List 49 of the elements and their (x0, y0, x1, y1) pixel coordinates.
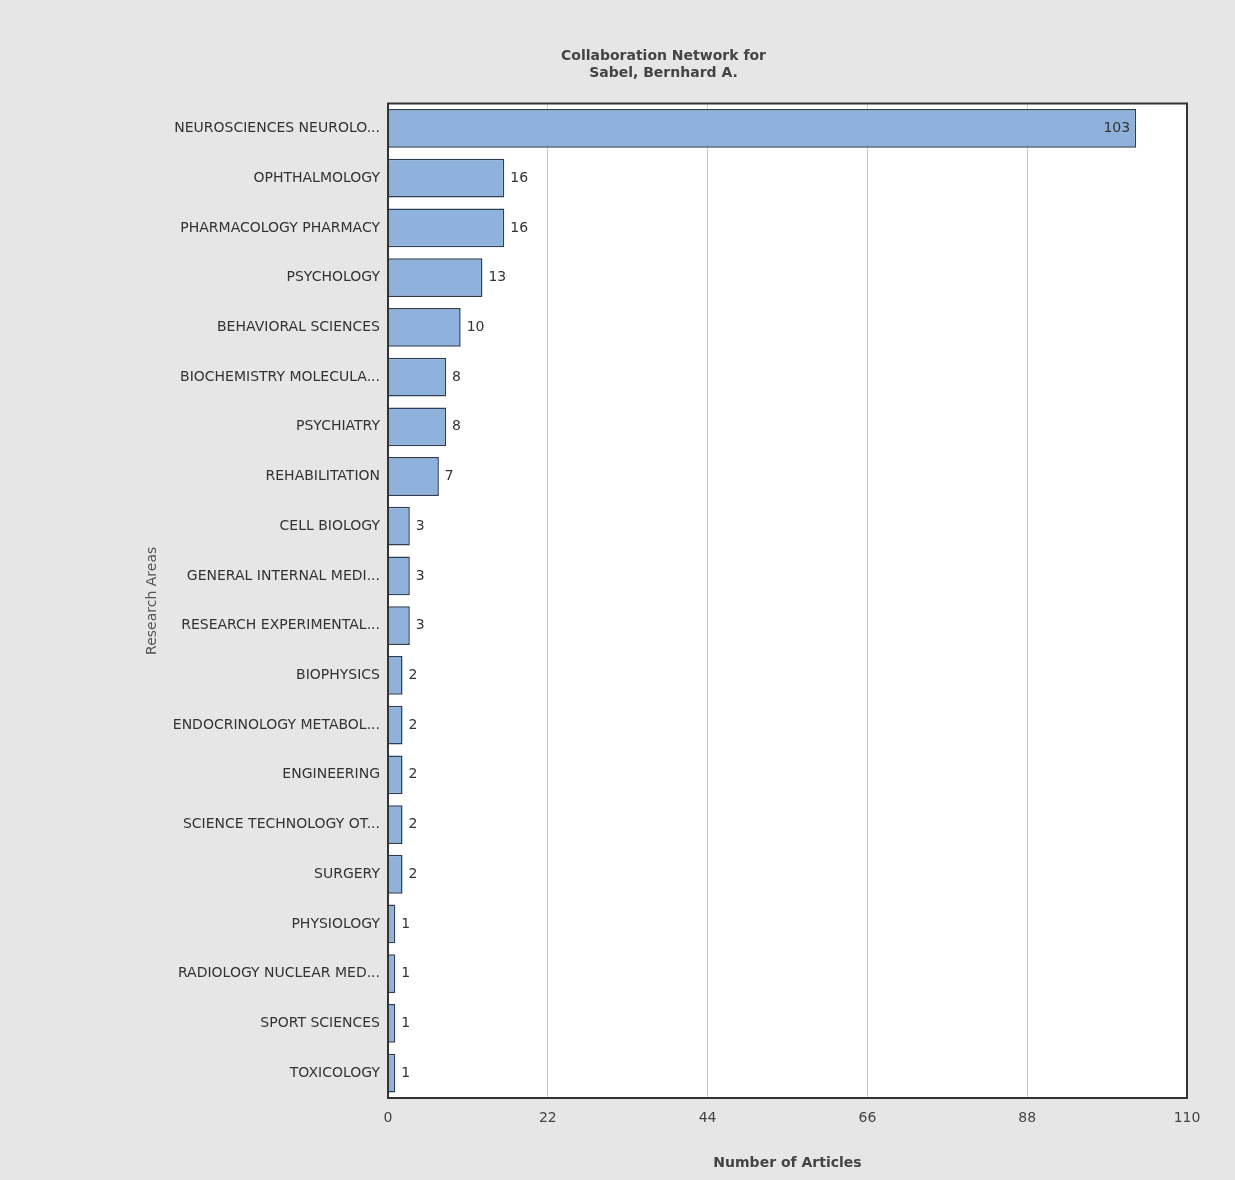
y-tick-label: BEHAVIORAL SCIENCES (217, 317, 381, 334)
data-label: 103 (1103, 119, 1131, 136)
data-label: 2 (408, 765, 418, 782)
y-tick-label: ENGINEERING (282, 765, 381, 782)
data-label: 2 (408, 715, 418, 732)
y-tick-label: RESEARCH EXPERIMENTAL... (181, 616, 381, 633)
y-tick-label: ENDOCRINOLOGY METABOL... (172, 715, 381, 732)
data-label: 3 (415, 516, 425, 533)
y-tick-label: REHABILITATION (265, 467, 381, 484)
data-label: 1 (401, 1014, 411, 1031)
data-label: 2 (408, 815, 418, 832)
data-label: 3 (415, 566, 425, 583)
y-tick-label: NEUROSCIENCES NEUROLO... (174, 119, 381, 136)
y-tick-label: SCIENCE TECHNOLOGY OT... (182, 815, 381, 832)
data-label: 1 (401, 1063, 411, 1080)
x-tick-label: 44 (698, 1109, 717, 1126)
x-axis-title: Number of Articles (713, 1154, 862, 1171)
y-tick-label: SPORT SCIENCES (260, 1014, 381, 1031)
y-tick-label: GENERAL INTERNAL MEDI... (186, 566, 381, 583)
x-tick-label: 88 (1018, 1109, 1037, 1126)
x-tick-label: 22 (538, 1109, 557, 1126)
data-label: 13 (488, 268, 507, 285)
y-tick-label: PSYCHOLOGY (286, 268, 381, 285)
data-label: 2 (408, 666, 418, 683)
y-tick-label: BIOCHEMISTRY MOLECULA... (180, 367, 381, 384)
data-label: 16 (510, 218, 529, 235)
y-tick-label: TOXICOLOGY (288, 1063, 381, 1080)
y-axis-title: Research Areas (143, 546, 160, 655)
data-label: 1 (401, 914, 411, 931)
y-tick-label: OPHTHALMOLOGY (253, 168, 381, 185)
data-label: 1 (401, 964, 411, 981)
y-tick-label: CELL BIOLOGY (279, 516, 381, 533)
data-label: 8 (452, 417, 462, 434)
data-label: 2 (408, 864, 418, 881)
x-tick-label: 0 (383, 1109, 393, 1126)
data-label: 7 (444, 467, 454, 484)
y-tick-label: RADIOLOGY NUCLEAR MED... (177, 964, 381, 981)
data-label: 8 (452, 367, 462, 384)
x-tick-label: 110 (1173, 1109, 1201, 1126)
data-label: 3 (415, 616, 425, 633)
y-tick-label: PSYCHIATRY (296, 417, 381, 434)
x-tick-label: 66 (858, 1109, 877, 1126)
y-tick-label: BIOPHYSICS (296, 666, 381, 683)
y-tick-label: PHARMACOLOGY PHARMACY (180, 218, 381, 235)
data-label: 16 (510, 168, 529, 185)
data-label: 10 (466, 317, 485, 334)
y-tick-label: PHYSIOLOGY (291, 914, 381, 931)
y-tick-label: SURGERY (314, 864, 381, 881)
chart-title: Collaboration Network for Sabel, Bernhard A. (560, 47, 767, 80)
